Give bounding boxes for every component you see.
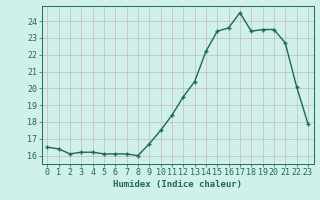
X-axis label: Humidex (Indice chaleur): Humidex (Indice chaleur) [113, 180, 242, 189]
